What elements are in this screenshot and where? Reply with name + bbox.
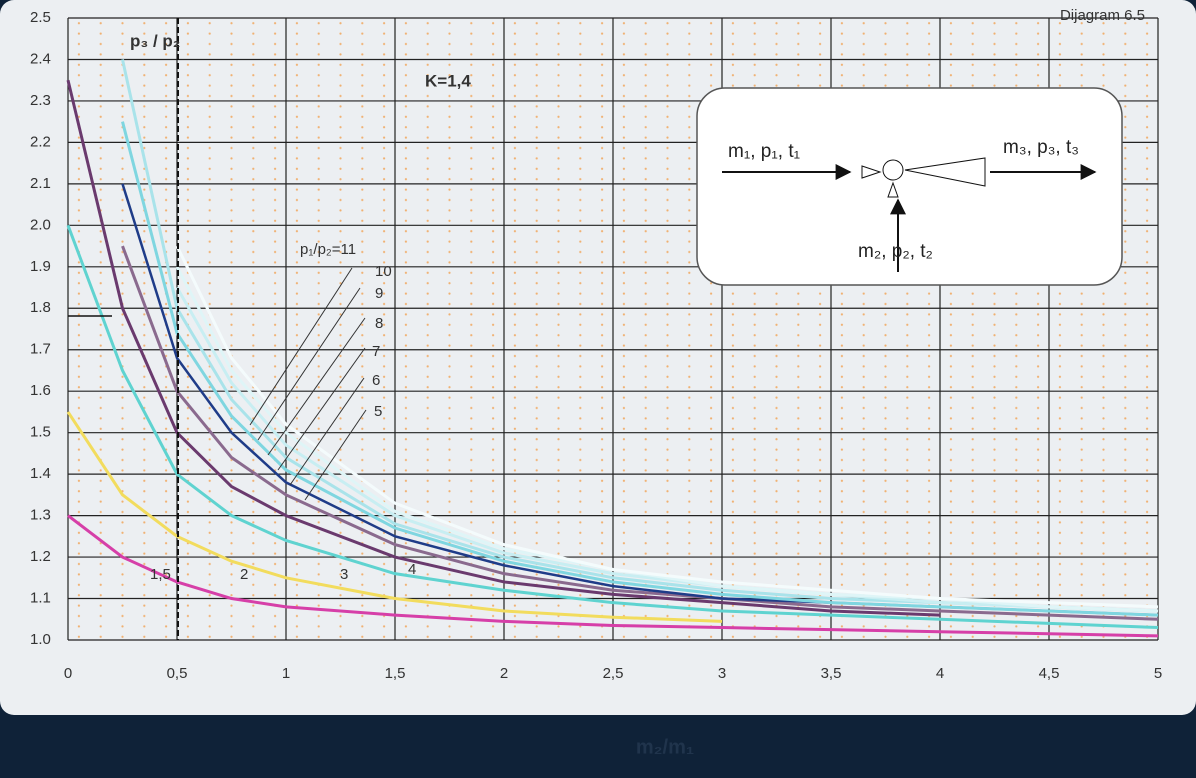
y-tick-label: 1.9 <box>30 258 51 275</box>
y-tick-label: 1.1 <box>30 590 51 607</box>
y-tick-label: 1.0 <box>30 631 51 648</box>
legend-label: 1,5 <box>150 566 171 583</box>
y-tick-label: 2.4 <box>30 50 51 67</box>
x-tick-label: 1,5 <box>385 665 406 682</box>
legend-label: 6 <box>372 372 380 389</box>
legend-label: p₁/p₂=11 <box>300 241 356 258</box>
y-tick-label: 2.1 <box>30 175 51 192</box>
x-tick-label: 3,5 <box>821 665 842 682</box>
y-tick-label: 2.5 <box>30 9 51 26</box>
legend-label: 4 <box>408 561 416 578</box>
y-tick-label: 1.3 <box>30 507 51 524</box>
x-tick-label: 2 <box>500 665 508 682</box>
y-axis-label: p₃ / p₂ <box>130 31 180 50</box>
legend-label: 5 <box>374 403 382 420</box>
legend-label: 3 <box>340 566 348 583</box>
y-tick-label: 1.4 <box>30 465 51 482</box>
x-tick-label: 1 <box>282 665 290 682</box>
x-axis-label: m₂/m₁ <box>636 736 694 758</box>
x-tick-label: 2,5 <box>603 665 624 682</box>
y-tick-label: 1.7 <box>30 341 51 358</box>
curve <box>66 411 723 623</box>
x-tick-label: 5 <box>1154 665 1162 682</box>
y-tick-label: 1.2 <box>30 548 51 565</box>
inset-label: m₁, p₁, t₁ <box>728 141 800 162</box>
legend-label: 9 <box>375 285 383 302</box>
legend-label: 7 <box>372 343 380 360</box>
y-tick-label: 1.6 <box>30 382 51 399</box>
leader-lines <box>249 267 367 501</box>
annotation: K=1,4 <box>425 71 471 90</box>
y-tick-label: 2.2 <box>30 133 51 150</box>
inset-label: m₃, p₃, t₃ <box>1003 137 1079 158</box>
inset-diagram: m₁, p₁, t₁ m₃, p₃, t₃ m₂, p₂, t₂ <box>696 87 1123 286</box>
curve <box>66 224 1159 630</box>
curve <box>175 245 1159 609</box>
y-tick-label: 1.5 <box>30 424 51 441</box>
x-tick-label: 4 <box>936 665 944 682</box>
x-tick-label: 0 <box>64 665 72 682</box>
x-tick-label: 3 <box>718 665 726 682</box>
curve <box>66 79 941 617</box>
inset-label: m₂, p₂, t₂ <box>858 241 933 262</box>
y-tick-label: 2.3 <box>30 92 51 109</box>
x-tick-label: 0,5 <box>167 665 188 682</box>
curve <box>175 286 1159 613</box>
y-tick-label: 2.0 <box>30 216 51 233</box>
y-tick-label: 1.8 <box>30 299 51 316</box>
legend-label: 8 <box>375 315 383 332</box>
legend-label: 2 <box>240 566 248 583</box>
x-tick-label: 4,5 <box>1039 665 1060 682</box>
curve <box>121 245 1159 621</box>
legend-label: 10 <box>375 263 392 280</box>
curve <box>121 121 1159 617</box>
chart-title: Dijagram 6.5 <box>1060 7 1145 24</box>
